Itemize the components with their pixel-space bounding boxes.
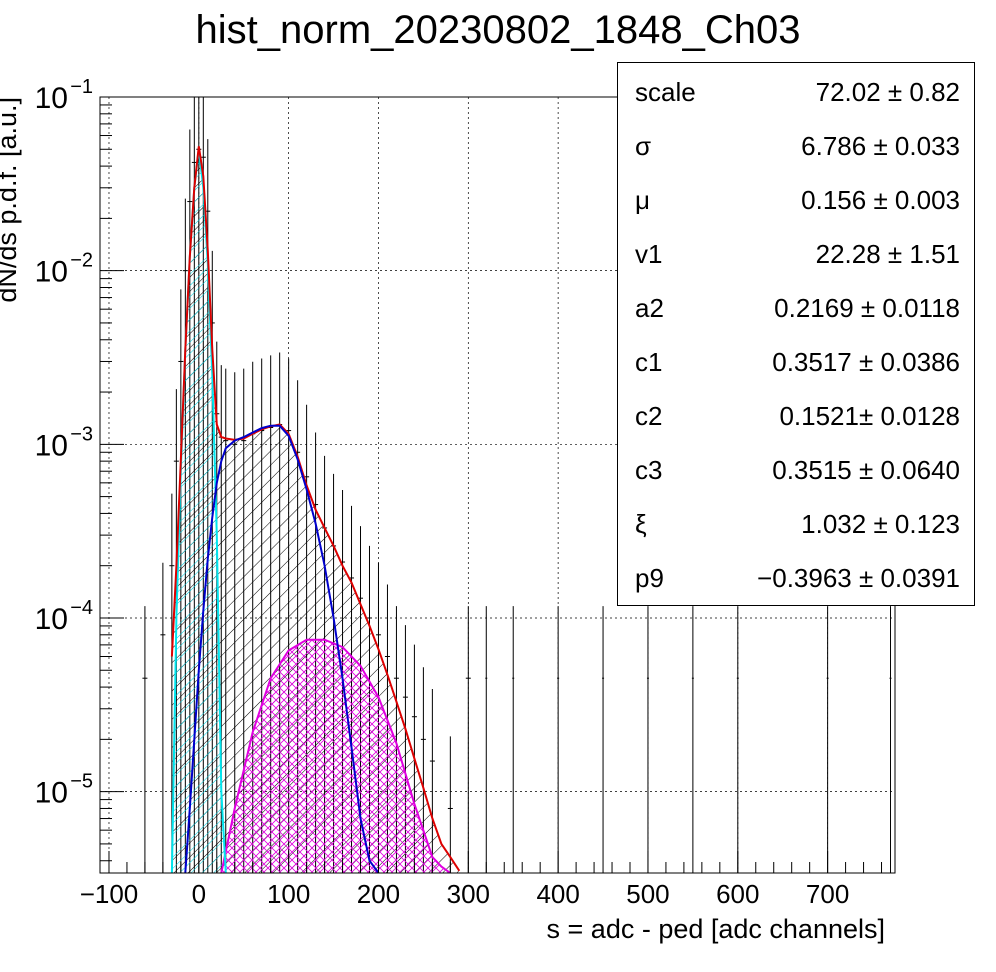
y-tick-exponent: −5 [70, 771, 93, 793]
stats-row: c3 0.3515 ± 0.0640 [618, 441, 976, 495]
y-tick-label: 10 [35, 256, 68, 289]
dpe-fit-curve [220, 638, 451, 873]
stats-param-value: 22.28 ± 1.51 [815, 239, 960, 269]
stats-row: c1 0.3517 ± 0.0386 [618, 333, 976, 387]
stats-param-name: μ [635, 185, 650, 215]
stats-param-name: p9 [635, 563, 664, 593]
pedestal-fill [171, 149, 226, 873]
stats-row: μ 0.156 ± 0.003 [618, 171, 976, 225]
x-tick-label: 100 [267, 879, 310, 909]
stats-param-name: c2 [635, 401, 663, 431]
y-tick-exponent: −4 [70, 597, 93, 619]
x-axis-label: s = adc - ped [adc channels] [547, 914, 885, 944]
stats-param-name: a2 [635, 293, 664, 323]
x-tick-label: 300 [447, 879, 490, 909]
y-axis-label: dN/ds p.d.f. [a.u.] [0, 97, 22, 303]
y-tick-label: 10 [35, 429, 68, 462]
stats-row: σ 6.786 ± 0.033 [618, 117, 976, 171]
x-tick-label: 400 [536, 879, 579, 909]
y-tick-exponent: −3 [70, 423, 93, 445]
stats-param-name: c3 [635, 455, 663, 485]
stats-param-value: 1.032 ± 0.123 [801, 509, 960, 539]
chart-title: hist_norm_20230802_1848_Ch03 [195, 8, 801, 52]
x-tick-label: −100 [80, 879, 139, 909]
stats-param-name: σ [635, 131, 652, 161]
stats-param-value: 0.2169 ± 0.0118 [774, 293, 960, 323]
stats-param-name: scale [635, 77, 696, 107]
stats-param-value: −0.3963 ± 0.0391 [757, 563, 960, 593]
stats-row: scale 72.02 ± 0.82 [618, 63, 976, 117]
fit-stats-box: scale 72.02 ± 0.82 σ 6.786 ± 0.033 μ 0.156 ± … [617, 62, 975, 606]
stats-param-value: 0.1521± 0.0128 [779, 401, 960, 431]
dpe-fill [221, 639, 451, 873]
spe-fit-curve [184, 424, 380, 873]
stats-row: a2 0.2169 ± 0.0118 [618, 279, 976, 333]
x-tick-label: 700 [806, 879, 849, 909]
x-tick-label: 500 [626, 879, 669, 909]
y-tick-exponent: −2 [70, 250, 93, 272]
stats-param-value: 6.786 ± 0.033 [801, 131, 960, 161]
stats-param-name: c1 [635, 347, 663, 377]
x-tick-label: 600 [716, 879, 759, 909]
stats-param-name: v1 [635, 239, 663, 269]
stats-row: v1 22.28 ± 1.51 [618, 225, 976, 279]
axes: −100 0 100 200 300 400 500 600 70010−510−410−310… [35, 76, 883, 909]
stats-row: p9 −0.3963 ± 0.0391 [618, 549, 976, 603]
y-tick-exponent: −1 [70, 76, 93, 98]
stats-param-value: 0.156 ± 0.003 [801, 185, 960, 215]
x-tick-label: 200 [357, 879, 400, 909]
stats-row: c2 0.1521± 0.0128 [618, 387, 976, 441]
stats-row: ξ 1.032 ± 0.123 [618, 495, 976, 549]
total-fit-curve [170, 146, 461, 872]
y-tick-label: 10 [35, 82, 68, 115]
stats-param-value: 0.3515 ± 0.0640 [772, 455, 960, 485]
stats-param-name: ξ [635, 509, 647, 539]
y-tick-label: 10 [35, 777, 68, 810]
data-layer [142, 97, 892, 873]
y-tick-label: 10 [35, 603, 68, 636]
x-tick-label: 0 [192, 879, 206, 909]
stats-param-value: 0.3517 ± 0.0386 [772, 347, 960, 377]
stats-param-value: 72.02 ± 0.82 [815, 77, 960, 107]
